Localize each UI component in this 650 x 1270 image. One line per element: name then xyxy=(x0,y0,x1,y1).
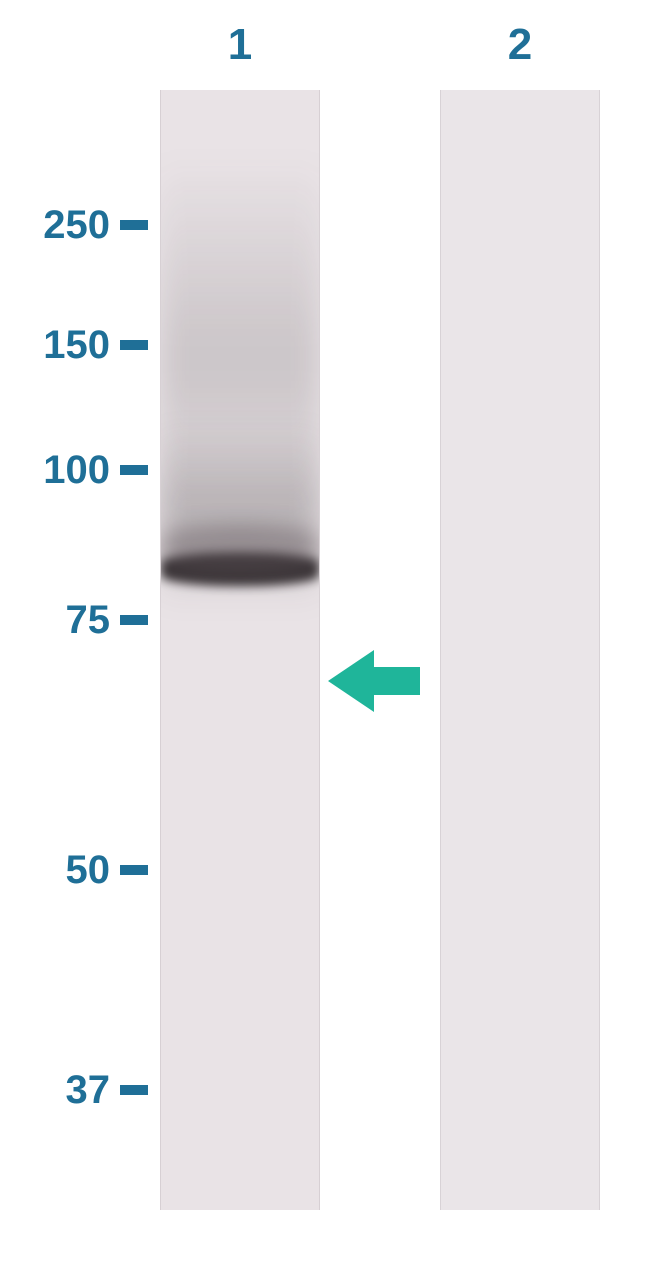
mw-marker-tick xyxy=(120,865,148,875)
lane-1-header: 1 xyxy=(215,20,265,70)
mw-marker-label: 150 xyxy=(43,323,110,368)
western-blot-figure: 1 2 250 150 100 75 50 37 xyxy=(0,0,650,1270)
mw-marker-tick xyxy=(120,615,148,625)
mw-marker-label: 250 xyxy=(43,203,110,248)
band-arrow-indicator xyxy=(328,650,420,712)
lane-2-strip xyxy=(440,90,600,1210)
mw-marker-tick xyxy=(120,220,148,230)
mw-marker-tick xyxy=(120,465,148,475)
mw-marker-label: 50 xyxy=(66,848,111,893)
mw-marker-label: 100 xyxy=(43,448,110,493)
lane-2-header: 2 xyxy=(495,20,545,70)
lane-2-strip-inner xyxy=(440,90,600,1210)
protein-band xyxy=(161,524,319,574)
lane-1-strip xyxy=(160,90,320,1210)
mw-marker-tick xyxy=(120,340,148,350)
lane-1-strip-inner xyxy=(160,90,320,1210)
mw-marker-label: 75 xyxy=(66,598,111,643)
arrow-left-icon xyxy=(328,650,420,712)
mw-marker-label: 37 xyxy=(66,1068,111,1113)
mw-marker-tick xyxy=(120,1085,148,1095)
